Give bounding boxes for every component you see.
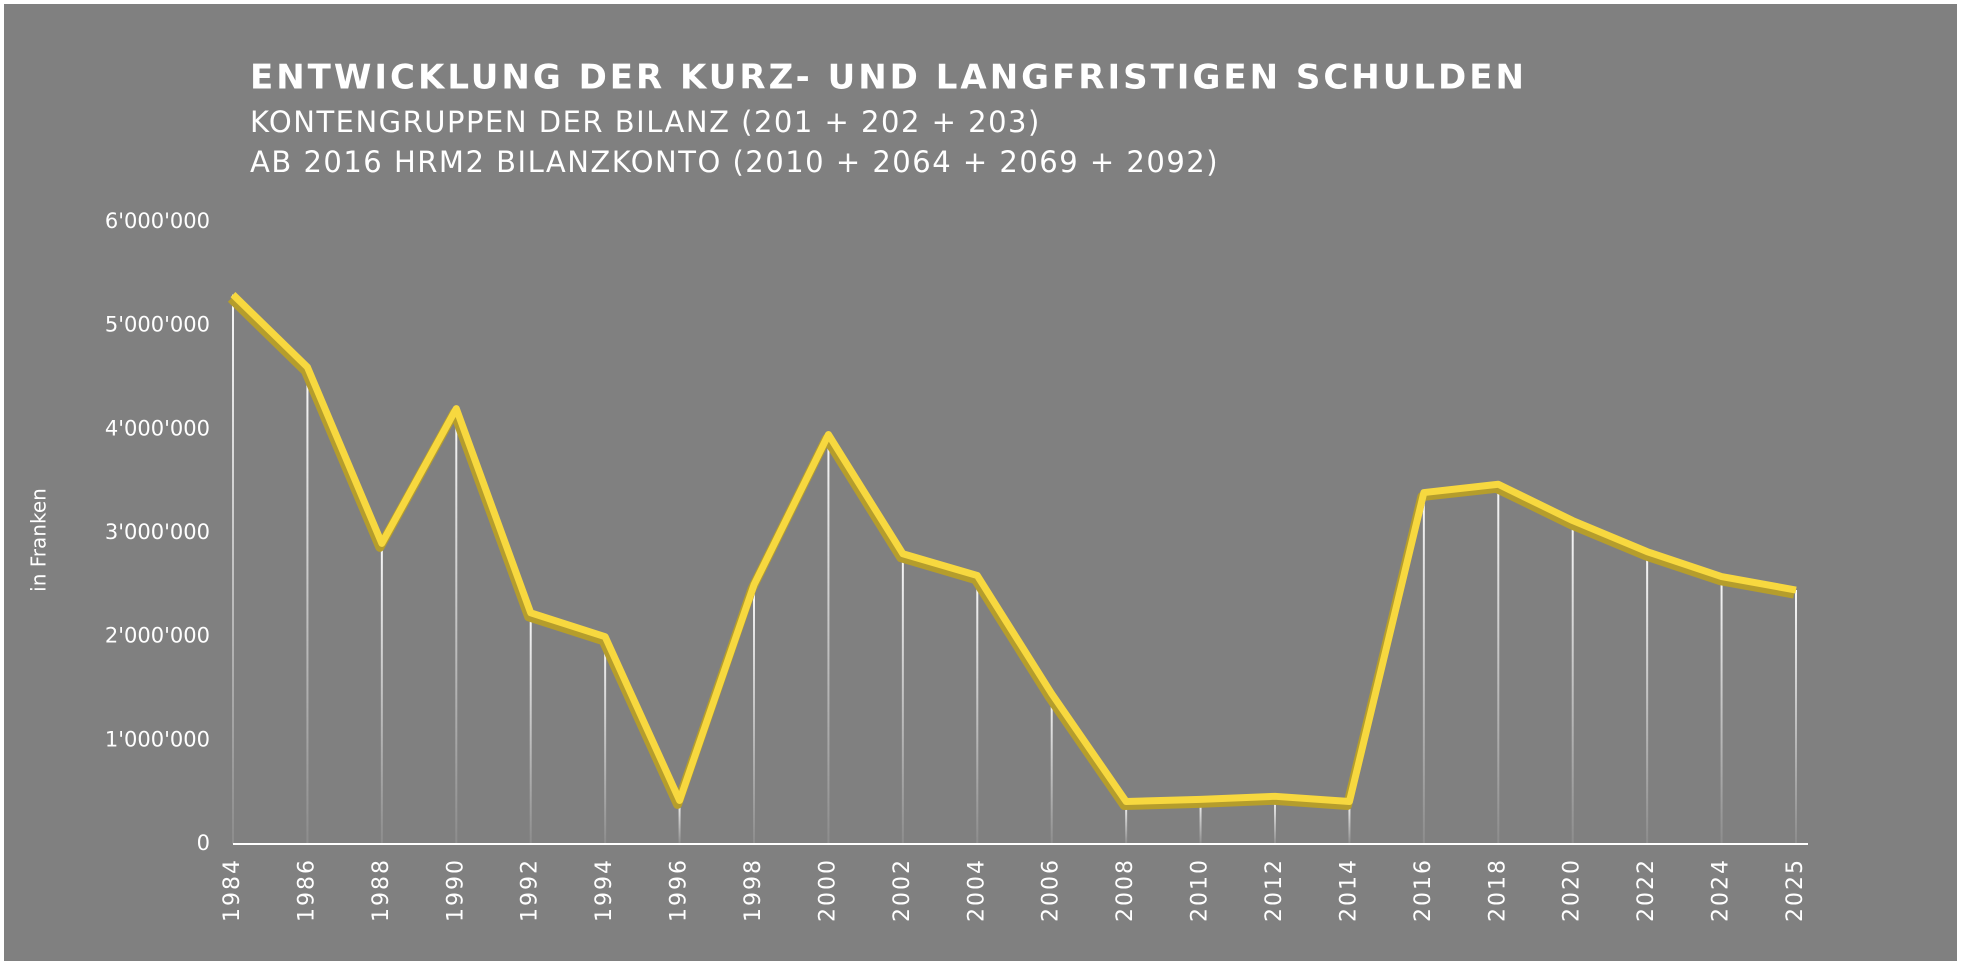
chart-subtitle: AB 2016 HRM2 BILANZKONTO (2010 + 2064 + …	[250, 145, 1219, 179]
chart-title: ENTWICKLUNG DER KURZ- UND LANGFRISTIGEN …	[250, 58, 1527, 98]
x-tick-label: 2004	[964, 858, 989, 922]
x-tick-label: 1986	[294, 858, 319, 922]
x-tick-label: 2018	[1485, 858, 1510, 922]
x-tick-label: 1994	[592, 858, 617, 922]
x-tick-label: 2010	[1188, 858, 1213, 922]
x-tick-label: 2024	[1709, 858, 1734, 922]
chart-subtitle: KONTENGRUPPEN DER BILANZ (201 + 202 + 20…	[250, 105, 1041, 139]
x-tick-label: 1984	[220, 858, 245, 922]
x-tick-label: 1992	[518, 858, 543, 922]
x-tick-label: 2014	[1336, 858, 1361, 922]
line	[230, 292, 1797, 805]
x-tick-label: 1996	[667, 858, 692, 922]
x-tick-label: 2025	[1783, 858, 1808, 922]
y-tick-label: 4'000'000	[105, 416, 210, 440]
x-tick-label: 2002	[890, 858, 915, 922]
x-tick-label: 2012	[1262, 858, 1287, 922]
x-tick-label: 1988	[369, 858, 394, 922]
background	[4, 4, 1957, 961]
y-tick-label: 1'000'000	[105, 727, 210, 751]
y-tick-label: 3'000'000	[105, 520, 210, 544]
x-tick-label: 1998	[741, 858, 766, 922]
y-axis-label: in Franken	[27, 488, 51, 592]
x-tick-label: 1990	[443, 858, 468, 922]
x-tick-label: 2022	[1634, 858, 1659, 922]
x-tick-label: 2016	[1411, 858, 1436, 922]
y-tick-label: 5'000'000	[105, 313, 210, 337]
x-tick-label: 2008	[1113, 858, 1138, 922]
x-tick-label: 2020	[1560, 858, 1585, 922]
x-tick-label: 2006	[1039, 858, 1064, 922]
y-tick-label: 0	[197, 831, 210, 855]
y-tick-label: 2'000'000	[105, 624, 210, 648]
y-tick-label: 6'000'000	[105, 209, 210, 233]
x-tick-label: 2000	[815, 858, 840, 922]
